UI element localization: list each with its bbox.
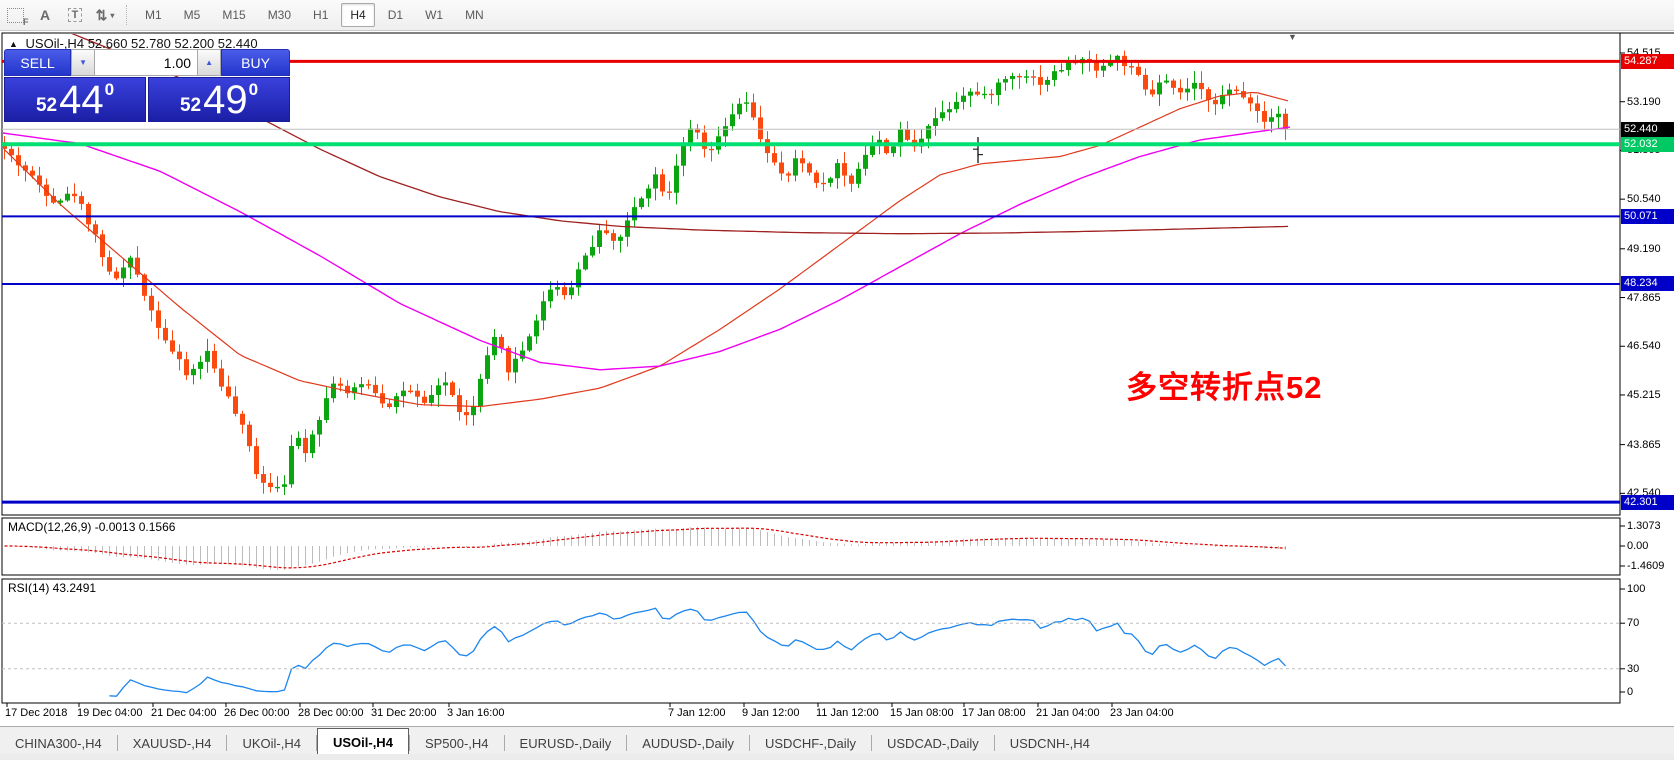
time-axis-label: 9 Jan 12:00 <box>742 707 800 719</box>
rsi-axis-tick: 30 <box>1627 662 1640 675</box>
time-axis-label: 21 Dec 04:00 <box>151 707 217 719</box>
chart-shift-grid-icon[interactable]: F <box>1 2 29 28</box>
sell-price-point: 0 <box>104 79 115 99</box>
price-level-badge: 52.032 <box>1621 136 1674 152</box>
price-tick: 47.865 <box>1627 291 1661 304</box>
volume-increase-button[interactable]: ▲ <box>197 49 222 76</box>
time-axis-label: 11 Jan 12:00 <box>816 707 879 719</box>
time-axis-label: 21 Jan 04:00 <box>1036 707 1100 719</box>
price-tick: 50.540 <box>1627 193 1661 206</box>
buy-price-pips: 49 <box>203 77 248 122</box>
chart-tab-USDCADDaily[interactable]: USDCAD-,Daily <box>887 735 979 751</box>
time-axis-label: 15 Jan 08:00 <box>890 707 954 719</box>
rsi-axis-tick: 0 <box>1627 686 1634 698</box>
price-level-badge: 42.301 <box>1621 494 1674 510</box>
sell-price-box[interactable]: 52 44 0 <box>4 77 146 122</box>
symbol-name: USOil-,H4 <box>25 36 85 51</box>
price-tick: 43.865 <box>1627 438 1661 451</box>
tab-separator <box>749 735 750 751</box>
chart-text-annotation: 多空转折点52 <box>1126 370 1323 405</box>
text-label-icon[interactable]: A <box>39 7 51 23</box>
time-axis-label: 17 Jan 08:00 <box>962 707 1026 719</box>
tab-separator <box>626 735 628 751</box>
toolbar-separator <box>126 5 128 25</box>
toolbar: F A T ⇅ ▾ M1 M5 M15 M30 H1 H4 D1 W1 MN <box>0 0 1674 31</box>
tab-separator <box>226 735 228 751</box>
rsi-indicator-label: RSI(14) 43.2491 <box>8 581 97 595</box>
chart-tab-USDCNHH4[interactable]: USDCNH-,H4 <box>1009 735 1090 751</box>
status-strip <box>0 754 1674 760</box>
tab-separator <box>315 735 317 751</box>
timeframe-button-H4[interactable]: H4 <box>341 3 375 27</box>
chart-tab-USOilH4[interactable]: USOil-,H4 <box>316 728 409 755</box>
price-level-badge: 48.234 <box>1621 276 1674 292</box>
sell-button[interactable]: SELL <box>4 49 72 76</box>
tab-separator <box>408 735 410 751</box>
macd-axis-tick: 0.00 <box>1627 540 1649 552</box>
chart-tab-SP500H4[interactable]: SP500-,H4 <box>424 735 489 751</box>
tab-separator <box>503 735 505 751</box>
price-level-badge: 52.440 <box>1621 121 1674 137</box>
price-tick: 49.190 <box>1627 242 1661 255</box>
rsi-axis-tick: 100 <box>1627 583 1646 595</box>
tab-separator <box>993 735 995 751</box>
buy-price-box[interactable]: 52 49 0 <box>148 77 290 122</box>
timeframe-button-MN[interactable]: MN <box>465 8 484 22</box>
sell-price-major: 52 <box>35 94 58 116</box>
chart-tab-bar: CHINA300-,H4 XAUUSD-,H4 UKOil-,H4 USOil-,H4… <box>0 726 1674 755</box>
timeframe-button-M30[interactable]: M30 <box>267 8 292 22</box>
price-level-badge: 54.287 <box>1621 53 1674 69</box>
chart-tab-XAUUSDH4[interactable]: XAUUSD-,H4 <box>132 735 212 751</box>
one-click-trade-panel: SELL ▼ ▲ BUY 52 44 0 52 49 0 <box>4 49 290 122</box>
macd-axis-tick: 1.3073 <box>1627 520 1661 532</box>
sell-price-pips: 44 <box>59 77 104 122</box>
timeframe-button-M15[interactable]: M15 <box>222 8 246 22</box>
chart-tab-UKOilH4[interactable]: UKOil-,H4 <box>242 735 301 751</box>
rsi-axis-tick: 70 <box>1627 617 1640 630</box>
time-axis-label: 23 Jan 04:00 <box>1110 707 1174 719</box>
tab-separator <box>116 735 118 751</box>
time-axis-label: 28 Dec 00:00 <box>298 707 364 719</box>
chevron-up-icon: ▲ <box>205 58 213 67</box>
timeframe-button-M5[interactable]: M5 <box>183 8 201 22</box>
macd-indicator-label: MACD(12,26,9) -0.0013 0.1566 <box>8 520 176 534</box>
buy-button[interactable]: BUY <box>221 49 290 76</box>
buy-price-major: 52 <box>179 94 202 116</box>
price-tick: 46.540 <box>1627 340 1661 353</box>
time-axis-label: 7 Jan 12:00 <box>668 707 726 719</box>
chart-area[interactable] <box>2 33 1620 703</box>
chart-header: ▲ USOil-,H4 52.660 52.780 52.200 52.440 <box>9 36 258 51</box>
symbol-direction-icon: ▲ <box>9 39 18 49</box>
buy-price-point: 0 <box>248 79 259 99</box>
timeframe-button-H1[interactable]: H1 <box>313 8 329 22</box>
price-level-badge: 50.071 <box>1621 208 1674 224</box>
time-axis-label: 19 Dec 04:00 <box>77 707 143 719</box>
timeframe-button-D1[interactable]: D1 <box>387 8 404 22</box>
ohlc-values: 52.660 52.780 52.200 52.440 <box>87 36 258 51</box>
time-axis-label: 3 Jan 16:00 <box>447 707 505 719</box>
volume-decrease-button[interactable]: ▼ <box>71 49 96 76</box>
text-box-icon[interactable]: T <box>61 2 89 28</box>
macd-axis-tick: -1.4609 <box>1627 560 1665 572</box>
timeframe-button-W1[interactable]: W1 <box>425 8 444 22</box>
chart-tab-EURUSDDaily[interactable]: EURUSD-,Daily <box>519 735 612 751</box>
chart-tab-CHINA300H4[interactable]: CHINA300-,H4 <box>15 735 102 751</box>
chart-shift-marker-icon[interactable]: ▼ <box>1288 32 1297 42</box>
time-axis-label: 26 Dec 00:00 <box>224 707 290 719</box>
timeframe-button-M1[interactable]: M1 <box>145 8 162 22</box>
chart-tab-AUDUSDDaily[interactable]: AUDUSD-,Daily <box>642 735 734 751</box>
price-tick: 45.215 <box>1627 388 1661 401</box>
time-axis-label: 31 Dec 20:00 <box>371 707 437 719</box>
chart-tab-USDCHFDaily[interactable]: USDCHF-,Daily <box>765 735 856 751</box>
cursor-mode-icon[interactable]: ⇅ ▾ <box>95 6 115 23</box>
volume-input[interactable] <box>95 49 198 76</box>
price-tick: 53.190 <box>1627 95 1661 108</box>
time-axis-label: 17 Dec 2018 <box>5 707 68 719</box>
tab-separator <box>871 735 872 751</box>
chevron-down-icon: ▼ <box>79 58 87 67</box>
